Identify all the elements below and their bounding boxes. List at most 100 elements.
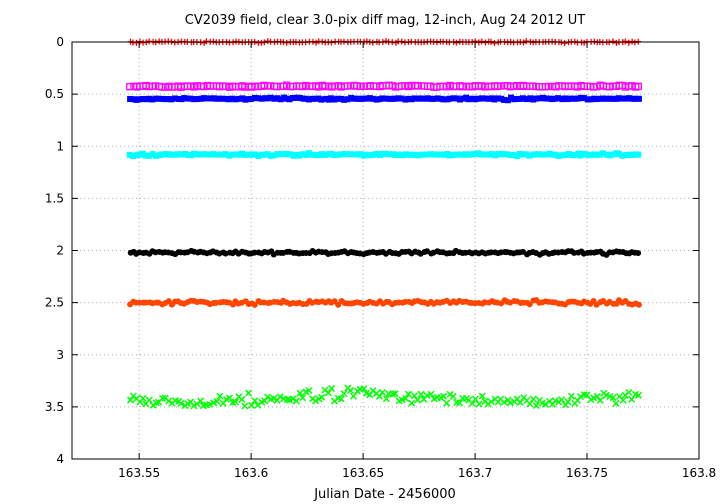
data-point — [561, 40, 568, 47]
data-point — [222, 82, 230, 90]
data-point — [341, 96, 348, 103]
data-point — [331, 152, 338, 159]
data-point — [366, 95, 373, 102]
data-point — [153, 152, 160, 159]
data-point — [261, 151, 268, 158]
data-point — [510, 152, 517, 159]
data-point — [468, 399, 476, 407]
data-point — [573, 83, 581, 91]
data-point — [481, 151, 488, 158]
data-point — [156, 152, 163, 159]
data-point — [487, 398, 495, 406]
series-1 — [126, 81, 642, 91]
data-point — [133, 39, 140, 46]
data-point — [314, 83, 323, 91]
data-point — [206, 400, 214, 409]
data-point — [478, 38, 485, 45]
data-point — [357, 95, 364, 102]
data-point — [334, 95, 341, 102]
data-point — [264, 95, 271, 102]
data-point — [296, 94, 303, 101]
y-tick-label: 1.5 — [45, 191, 64, 205]
data-point — [485, 151, 492, 158]
data-point — [159, 151, 166, 158]
data-point — [219, 151, 226, 158]
data-point — [197, 95, 204, 102]
chart-title: CV2039 field, clear 3.0-pix diff mag, 12… — [185, 13, 586, 28]
data-point — [341, 151, 348, 158]
data-point — [149, 151, 156, 158]
data-point — [325, 151, 332, 158]
x-tick-label: 163.7 — [458, 466, 492, 480]
data-point — [315, 152, 322, 159]
data-point — [242, 151, 249, 158]
x-tick-label: 163.6 — [234, 466, 268, 480]
tick-layer: 0 0.5 1 1.5 2 2.5 3 3.5 4 163.55 163.6 163.65 163.7 1… — [45, 35, 716, 480]
data-point — [634, 82, 642, 90]
data-point — [286, 96, 293, 103]
data-point — [434, 95, 441, 102]
data-point — [302, 81, 310, 90]
data-point — [542, 151, 549, 158]
data-layer — [126, 38, 643, 410]
data-point — [552, 151, 559, 158]
data-point — [305, 386, 313, 395]
data-point — [581, 39, 588, 46]
data-point — [372, 82, 380, 90]
data-point — [190, 402, 198, 410]
data-point — [536, 95, 543, 102]
data-point — [478, 151, 485, 158]
data-point — [442, 83, 450, 91]
data-point — [462, 151, 469, 158]
data-point — [207, 95, 214, 102]
data-point — [187, 95, 194, 102]
data-point — [255, 153, 262, 160]
data-point — [330, 82, 339, 90]
data-point — [615, 150, 622, 157]
data-point — [299, 151, 306, 158]
data-point — [436, 151, 443, 158]
series-4 — [127, 247, 642, 258]
data-point — [576, 393, 585, 401]
data-point — [389, 390, 397, 398]
data-point — [276, 393, 284, 401]
data-point — [424, 95, 431, 102]
data-point — [634, 391, 643, 399]
data-point — [369, 95, 376, 102]
data-point — [635, 250, 642, 257]
y-tick-label: 1 — [56, 139, 64, 153]
data-point — [555, 152, 562, 159]
data-point — [628, 151, 635, 158]
data-point — [225, 394, 233, 402]
data-point — [545, 95, 552, 102]
data-point — [450, 95, 457, 102]
data-point — [312, 397, 320, 405]
data-point — [162, 96, 169, 103]
data-point — [491, 96, 498, 103]
data-point — [127, 96, 134, 103]
data-point — [350, 95, 357, 102]
data-point — [274, 95, 281, 102]
data-point — [607, 152, 614, 159]
data-point — [356, 82, 364, 91]
data-point — [239, 95, 246, 102]
data-point — [283, 396, 291, 404]
data-point — [328, 95, 335, 102]
y-tick-label: 2.5 — [45, 296, 64, 310]
data-point — [411, 151, 418, 158]
data-point — [324, 389, 332, 397]
data-point — [245, 389, 253, 397]
data-point — [418, 151, 425, 158]
data-point — [305, 96, 312, 103]
data-point — [165, 96, 172, 103]
data-point — [194, 96, 201, 103]
data-point — [615, 95, 622, 102]
data-point — [264, 151, 271, 158]
data-point — [398, 95, 405, 102]
data-point — [363, 151, 370, 158]
data-point — [376, 96, 383, 103]
y-tick-label: 2 — [56, 244, 64, 258]
data-point — [232, 96, 239, 103]
